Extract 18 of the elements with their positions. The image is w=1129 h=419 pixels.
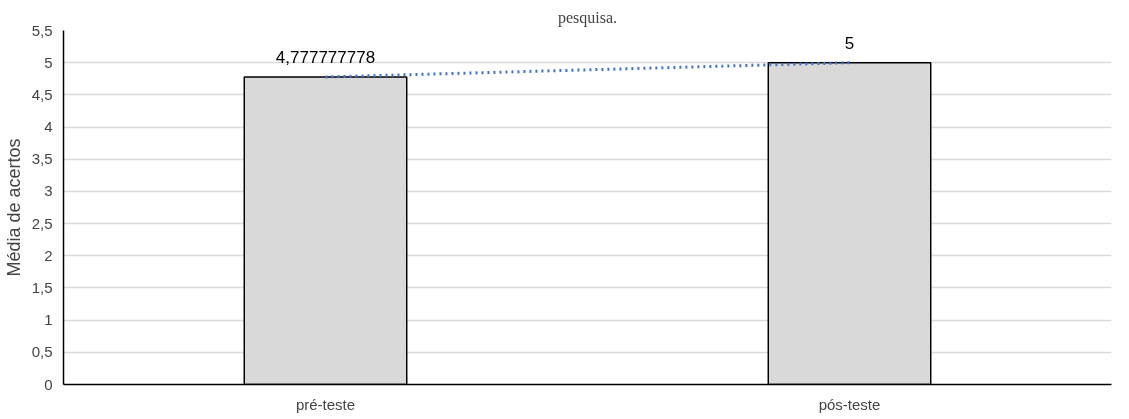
y-tick-label: 2 (44, 246, 53, 264)
y-tick-label: 3,5 (31, 150, 53, 168)
y-tick-label: 4 (44, 118, 53, 136)
data-label: 4,777777778 (275, 47, 376, 67)
y-tick-label: 2,5 (31, 214, 53, 232)
y-tick-label: 0,5 (31, 343, 53, 361)
y-tick-label: 5 (44, 53, 53, 71)
y-axis-title: Média de acertos (3, 138, 24, 277)
y-tick-label: 5,5 (31, 21, 53, 39)
y-tick-label: 4,5 (31, 85, 53, 103)
y-tick-label: 0 (44, 375, 53, 393)
y-tick-label: 1 (44, 311, 53, 329)
data-label: 5 (844, 33, 855, 53)
chart-title: pesquisa. (557, 8, 618, 27)
y-tick-label: 3 (44, 182, 53, 200)
y-tick-label: 1,5 (31, 278, 53, 296)
x-tick-label: pré-teste (295, 395, 356, 413)
x-tick-label: pós-teste (818, 395, 881, 413)
